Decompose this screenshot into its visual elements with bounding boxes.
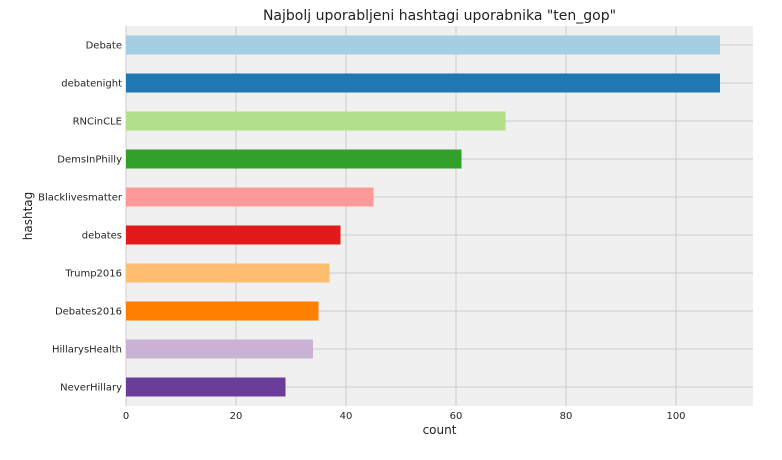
y-tick-label: RNCinCLE [73,117,122,128]
bar [126,187,374,207]
bar [126,339,313,359]
x-tick-label: 20 [230,411,243,422]
y-tick-label: HillarysHealth [52,345,122,356]
y-tick-label: Debates2016 [55,307,122,318]
x-axis-label: count [423,423,457,437]
y-tick-label: NeverHillary [60,383,122,394]
y-tick-label: Trump2016 [64,269,122,280]
bar [126,111,506,131]
x-tick-label: 60 [450,411,463,422]
y-tick-label: debatenight [61,79,122,90]
bar [126,35,720,55]
y-tick-label: debates [82,231,122,242]
y-axis-label: hashtag [21,192,35,241]
y-tick-label: DemsInPhilly [57,155,122,166]
bar [126,301,319,321]
bar [126,149,462,169]
y-tick-label: Debate [86,41,122,52]
x-tick-label: 100 [666,411,685,422]
y-tick-label: Blacklivesmatter [38,193,123,204]
bars [126,35,720,397]
bar [126,263,330,283]
bar [126,377,286,397]
bar [126,73,720,93]
chart-title: Najbolj uporabljeni hashtagi uporabnika … [263,8,616,24]
x-tick-label: 40 [340,411,353,422]
y-tick-labels: Debate debatenight RNCinCLE DemsInPhilly Bla… [38,41,123,394]
bar [126,225,341,245]
x-tick-labels: 0 20 40 60 80 100 [123,411,686,422]
x-tick-label: 0 [123,411,129,422]
x-tick-label: 80 [560,411,573,422]
